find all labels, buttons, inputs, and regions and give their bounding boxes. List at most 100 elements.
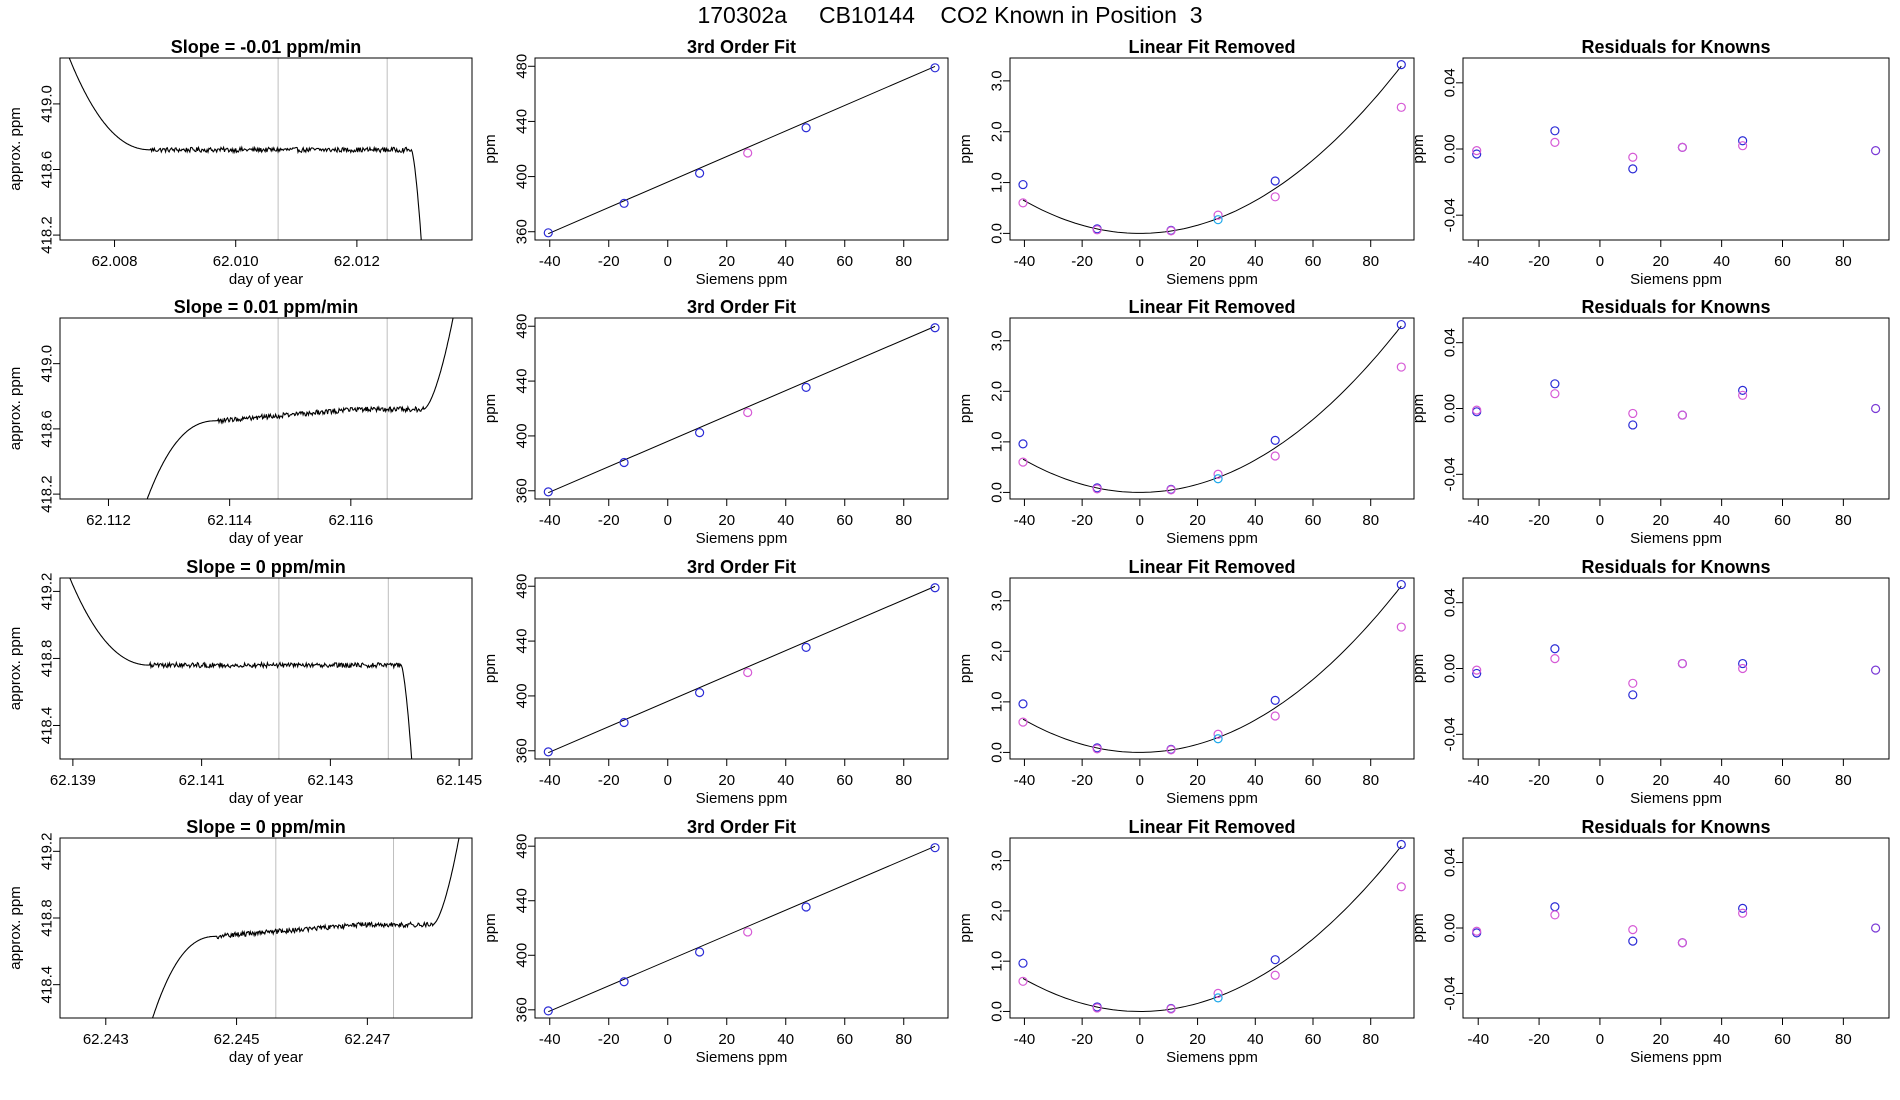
- y-tick-label: 418.8: [39, 640, 56, 678]
- y-tick-label: 1.0: [989, 951, 1006, 972]
- y-axis-label: ppm: [957, 913, 974, 942]
- data-point: [1628, 690, 1638, 700]
- x-tick-label: 60: [1774, 253, 1791, 270]
- y-tick-label: 480: [514, 574, 531, 599]
- data-point: [1092, 1003, 1102, 1013]
- data-point: [1270, 435, 1280, 445]
- y-tick-label: 0.00: [1442, 913, 1459, 942]
- data-point: [1213, 988, 1223, 998]
- data-point: [1396, 839, 1406, 850]
- x-axis-label: Siemens ppm: [696, 530, 788, 547]
- y-axis-label: ppm: [482, 134, 499, 163]
- x-tick-label: 40: [1713, 772, 1730, 789]
- x-tick-label: 60: [836, 1031, 853, 1048]
- x-tick-label: 0: [1596, 253, 1604, 270]
- data-point: [1871, 665, 1881, 675]
- x-tick-label: 20: [1189, 512, 1206, 529]
- data-point: [1472, 149, 1482, 159]
- x-axis-label: Siemens ppm: [1166, 271, 1258, 288]
- y-tick-label: 480: [514, 834, 531, 859]
- chart-panel-15: Linear Fit Removed -40 -20 0 20 40 60 80 0.0 1.0 2…: [957, 817, 1415, 1066]
- y-tick-label: 480: [514, 54, 531, 79]
- data-point: [1550, 137, 1560, 147]
- fit-line: [548, 325, 936, 494]
- x-tick-label: 20: [1652, 1031, 1669, 1048]
- data-point: [1628, 152, 1638, 162]
- data-point: [1871, 146, 1881, 156]
- y-axis-label: ppm: [482, 913, 499, 942]
- data-point: [1550, 902, 1560, 912]
- data-point: [1677, 142, 1687, 152]
- data-point: [1628, 408, 1638, 419]
- data-point: [1018, 457, 1028, 467]
- chart-title: 3rd Order Fit: [687, 557, 796, 577]
- x-tick-label: 0: [664, 1031, 672, 1048]
- y-tick-label: -0.04: [1442, 976, 1459, 1010]
- data-point: [1092, 744, 1102, 754]
- fit-curve: [1022, 325, 1402, 493]
- x-tick-label: 80: [1362, 1031, 1379, 1048]
- plot-frame: [59, 577, 473, 760]
- data-point: [1213, 993, 1223, 1003]
- y-axis-label: approx. ppm: [7, 107, 24, 190]
- x-tick-label: -40: [1467, 772, 1489, 789]
- series-line: [151, 838, 460, 1018]
- data-point: [695, 428, 705, 438]
- plot-frame: [1009, 837, 1415, 1019]
- data-point: [543, 228, 553, 238]
- x-axis-label: Siemens ppm: [1630, 530, 1722, 547]
- chart-title: Linear Fit Removed: [1128, 37, 1295, 57]
- fit-line: [548, 845, 936, 1013]
- y-tick-label: 360: [514, 738, 531, 763]
- y-tick-label: 360: [514, 478, 531, 503]
- y-tick-label: 3.0: [989, 330, 1006, 351]
- x-tick-label: 40: [1247, 1031, 1264, 1048]
- data-point: [1018, 439, 1028, 449]
- data-point: [1213, 215, 1223, 225]
- x-axis-label: Siemens ppm: [696, 790, 788, 807]
- y-tick-label: 0.0: [989, 742, 1006, 763]
- data-point: [1396, 579, 1406, 590]
- x-axis-label: Siemens ppm: [696, 271, 788, 288]
- x-tick-label: 62.114: [207, 512, 252, 529]
- data-point: [1550, 654, 1560, 664]
- x-tick-label: 62.143: [307, 772, 353, 789]
- y-axis-label: ppm: [1410, 134, 1427, 163]
- data-point: [1166, 1004, 1176, 1014]
- plot-area: [68, 58, 422, 240]
- y-tick-label: 419.0: [39, 85, 56, 123]
- y-tick-label: 400: [514, 423, 531, 448]
- x-tick-label: 40: [1713, 512, 1730, 529]
- x-tick-label: 40: [1247, 772, 1264, 789]
- chart-title: Slope = 0 ppm/min: [186, 817, 346, 837]
- data-point: [1270, 192, 1280, 202]
- data-point: [1550, 389, 1560, 399]
- y-tick-label: 3.0: [989, 850, 1006, 871]
- x-tick-label: -20: [598, 772, 620, 789]
- data-point: [743, 407, 753, 418]
- y-tick-label: -0.04: [1442, 198, 1459, 232]
- data-point: [1396, 319, 1406, 330]
- series-line: [146, 318, 454, 499]
- chart-title: Residuals for Knowns: [1581, 297, 1770, 317]
- x-tick-label: -40: [1014, 253, 1036, 270]
- x-tick-label: 60: [1774, 772, 1791, 789]
- x-tick-label: -40: [1467, 512, 1489, 529]
- x-tick-label: -20: [598, 1031, 620, 1048]
- x-tick-label: -20: [1528, 772, 1550, 789]
- data-point: [695, 688, 705, 698]
- y-axis-label: ppm: [1410, 654, 1427, 683]
- x-tick-label: 60: [1305, 512, 1322, 529]
- y-tick-label: 419.2: [39, 833, 56, 871]
- plot-frame: [534, 57, 949, 241]
- data-point: [1396, 102, 1406, 112]
- plot-frame: [1462, 577, 1890, 760]
- x-tick-label: 0: [1136, 512, 1144, 529]
- y-tick-label: 1.0: [989, 172, 1006, 193]
- x-tick-label: -20: [1528, 512, 1550, 529]
- y-tick-label: 0.04: [1442, 588, 1459, 617]
- data-point: [743, 667, 753, 678]
- x-tick-label: 80: [1362, 512, 1379, 529]
- x-tick-label: 40: [1713, 1031, 1730, 1048]
- x-tick-label: -40: [1467, 1031, 1489, 1048]
